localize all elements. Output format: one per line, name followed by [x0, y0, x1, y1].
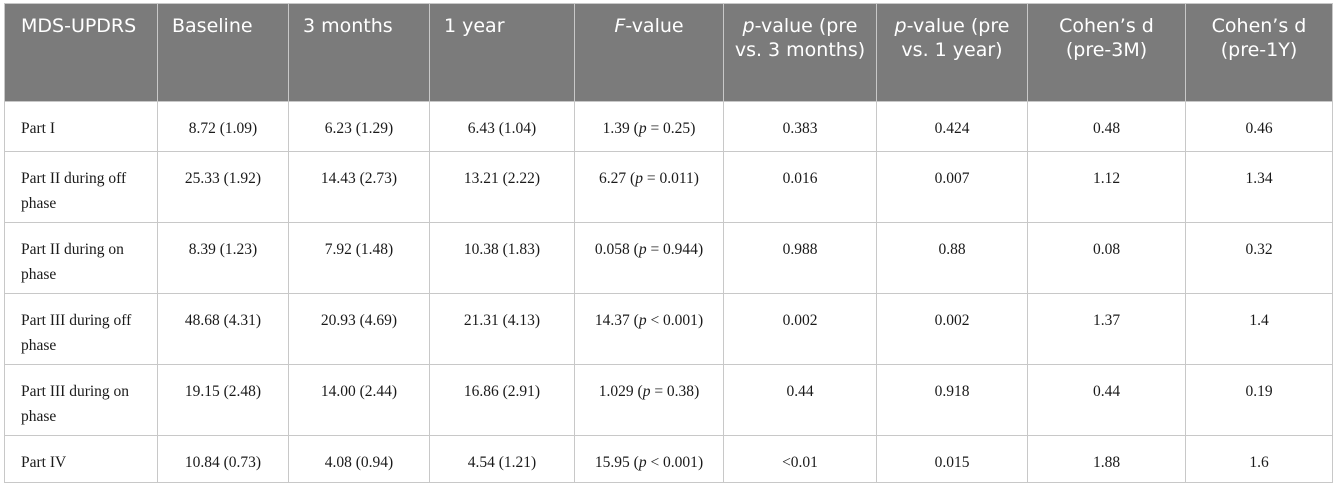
baseline-cell: 8.72 (1.09) — [157, 101, 289, 152]
three-months-cell: 4.08 (0.94) — [288, 435, 430, 483]
p-value-1y-cell: 0.88 — [876, 222, 1028, 294]
header-baseline: Baseline — [157, 3, 289, 102]
baseline-cell: 19.15 (2.48) — [157, 364, 289, 436]
row-label: Part III during on phase — [4, 364, 158, 436]
header-row: MDS-UPDRS Baseline 3 months 1 year F-val… — [4, 3, 1333, 102]
one-year-cell: 16.86 (2.91) — [429, 364, 575, 436]
baseline-cell: 48.68 (4.31) — [157, 293, 289, 365]
cohens-d-1y-cell: 1.34 — [1185, 151, 1333, 223]
cohens-d-3m-cell: 0.08 — [1027, 222, 1186, 294]
one-year-cell: 21.31 (4.13) — [429, 293, 575, 365]
mds-updrs-results-table: MDS-UPDRS Baseline 3 months 1 year F-val… — [4, 3, 1333, 483]
three-months-cell: 7.92 (1.48) — [288, 222, 430, 294]
three-months-cell: 20.93 (4.69) — [288, 293, 430, 365]
f-value-cell: 15.95 (p < 0.001) — [574, 435, 724, 483]
table-row: Part IV 10.84 (0.73) 4.08 (0.94) 4.54 (1… — [4, 435, 1333, 483]
cohens-d-3m-cell: 1.37 — [1027, 293, 1186, 365]
header-p-value-3-months: p-value (pre vs. 3 months) — [723, 3, 877, 102]
f-value-cell: 6.27 (p = 0.011) — [574, 151, 724, 223]
table-row: Part III during off phase 48.68 (4.31) 2… — [4, 293, 1333, 365]
table-row: Part II during on phase 8.39 (1.23) 7.92… — [4, 222, 1333, 294]
baseline-cell: 10.84 (0.73) — [157, 435, 289, 483]
header-3-months: 3 months — [288, 3, 430, 102]
header-cohens-d-1y: Cohen’s d (pre-1Y) — [1185, 3, 1333, 102]
p-value-1y-cell: 0.007 — [876, 151, 1028, 223]
cohens-d-1y-cell: 1.6 — [1185, 435, 1333, 483]
p-value-3m-cell: 0.016 — [723, 151, 877, 223]
cohens-d-1y-cell: 0.32 — [1185, 222, 1333, 294]
row-label: Part III during off phase — [4, 293, 158, 365]
header-f-value: F-value — [574, 3, 724, 102]
cohens-d-3m-cell: 1.88 — [1027, 435, 1186, 483]
one-year-cell: 6.43 (1.04) — [429, 101, 575, 152]
p-value-1y-cell: 0.002 — [876, 293, 1028, 365]
table-row: Part II during off phase 25.33 (1.92) 14… — [4, 151, 1333, 223]
one-year-cell: 4.54 (1.21) — [429, 435, 575, 483]
cohens-d-3m-cell: 0.48 — [1027, 101, 1186, 152]
header-mds-updrs: MDS-UPDRS — [4, 3, 158, 102]
row-label: Part II during on phase — [4, 222, 158, 294]
row-label: Part IV — [4, 435, 158, 483]
cohens-d-3m-cell: 1.12 — [1027, 151, 1186, 223]
header-cohens-d-3m: Cohen’s d (pre-3M) — [1027, 3, 1186, 102]
p-value-3m-cell: 0.44 — [723, 364, 877, 436]
one-year-cell: 10.38 (1.83) — [429, 222, 575, 294]
header-p-value-1-year: p-value (pre vs. 1 year) — [876, 3, 1028, 102]
p-value-1y-cell: 0.918 — [876, 364, 1028, 436]
f-value-cell: 0.058 (p = 0.944) — [574, 222, 724, 294]
three-months-cell: 14.00 (2.44) — [288, 364, 430, 436]
cohens-d-3m-cell: 0.44 — [1027, 364, 1186, 436]
one-year-cell: 13.21 (2.22) — [429, 151, 575, 223]
p-value-3m-cell: 0.383 — [723, 101, 877, 152]
cohens-d-1y-cell: 0.19 — [1185, 364, 1333, 436]
f-value-cell: 14.37 (p < 0.001) — [574, 293, 724, 365]
header-1-year: 1 year — [429, 3, 575, 102]
table-row: Part I 8.72 (1.09) 6.23 (1.29) 6.43 (1.0… — [4, 101, 1333, 152]
row-label: Part II during off phase — [4, 151, 158, 223]
p-value-3m-cell: 0.988 — [723, 222, 877, 294]
cohens-d-1y-cell: 0.46 — [1185, 101, 1333, 152]
results-table-container: MDS-UPDRS Baseline 3 months 1 year F-val… — [4, 3, 1333, 483]
p-value-3m-cell: <0.01 — [723, 435, 877, 483]
baseline-cell: 25.33 (1.92) — [157, 151, 289, 223]
f-value-cell: 1.029 (p = 0.38) — [574, 364, 724, 436]
three-months-cell: 14.43 (2.73) — [288, 151, 430, 223]
cohens-d-1y-cell: 1.4 — [1185, 293, 1333, 365]
row-label: Part I — [4, 101, 158, 152]
p-value-1y-cell: 0.424 — [876, 101, 1028, 152]
baseline-cell: 8.39 (1.23) — [157, 222, 289, 294]
p-value-3m-cell: 0.002 — [723, 293, 877, 365]
table-row: Part III during on phase 19.15 (2.48) 14… — [4, 364, 1333, 436]
f-value-cell: 1.39 (p = 0.25) — [574, 101, 724, 152]
three-months-cell: 6.23 (1.29) — [288, 101, 430, 152]
p-value-1y-cell: 0.015 — [876, 435, 1028, 483]
